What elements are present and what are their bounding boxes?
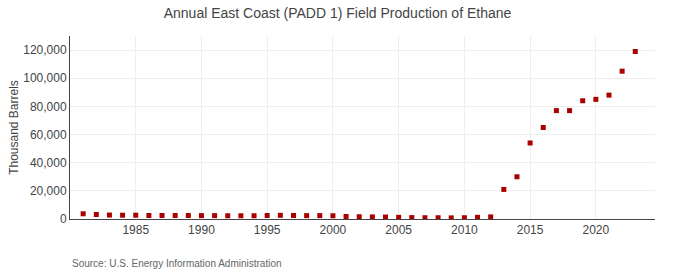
svg-text:2010: 2010: [451, 223, 478, 237]
svg-text:40,000: 40,000: [30, 156, 67, 170]
svg-text:2000: 2000: [320, 223, 347, 237]
svg-text:2020: 2020: [582, 223, 609, 237]
svg-text:20,000: 20,000: [30, 184, 67, 198]
svg-text:60,000: 60,000: [30, 128, 67, 142]
svg-text:Thousand Barrels: Thousand Barrels: [7, 80, 21, 175]
svg-text:2005: 2005: [385, 223, 412, 237]
svg-text:80,000: 80,000: [30, 100, 67, 114]
svg-text:1985: 1985: [122, 223, 149, 237]
svg-text:2015: 2015: [517, 223, 544, 237]
svg-text:1995: 1995: [254, 223, 281, 237]
svg-text:Annual East Coast (PADD 1) Fie: Annual East Coast (PADD 1) Field Product…: [164, 5, 512, 21]
svg-text:1990: 1990: [188, 223, 215, 237]
svg-text:0: 0: [60, 212, 67, 226]
svg-text:120,000: 120,000: [23, 43, 67, 57]
svg-text:Source: U.S. Energy Informatio: Source: U.S. Energy Information Administ…: [72, 258, 282, 269]
svg-text:100,000: 100,000: [23, 71, 67, 85]
